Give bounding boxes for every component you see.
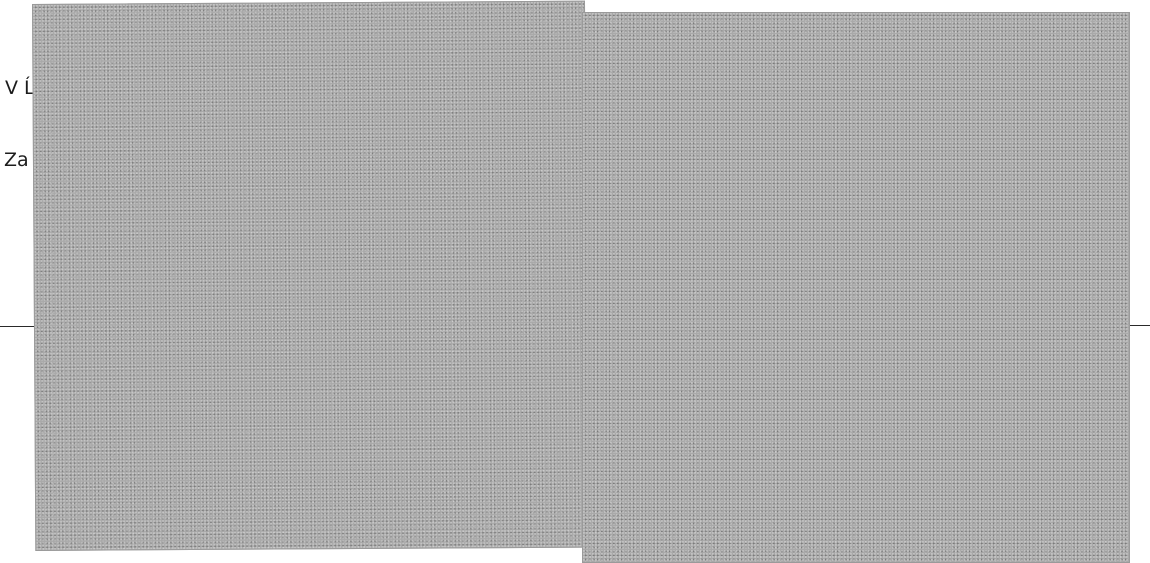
- text-line-fragment: V Ĺ: [5, 77, 35, 99]
- horizontal-rule-left: [0, 326, 34, 327]
- redaction-block-left: [32, 0, 589, 551]
- horizontal-rule-right: [1128, 325, 1150, 326]
- text-line-fragment: Za: [4, 149, 29, 171]
- redaction-block-right: [582, 12, 1130, 563]
